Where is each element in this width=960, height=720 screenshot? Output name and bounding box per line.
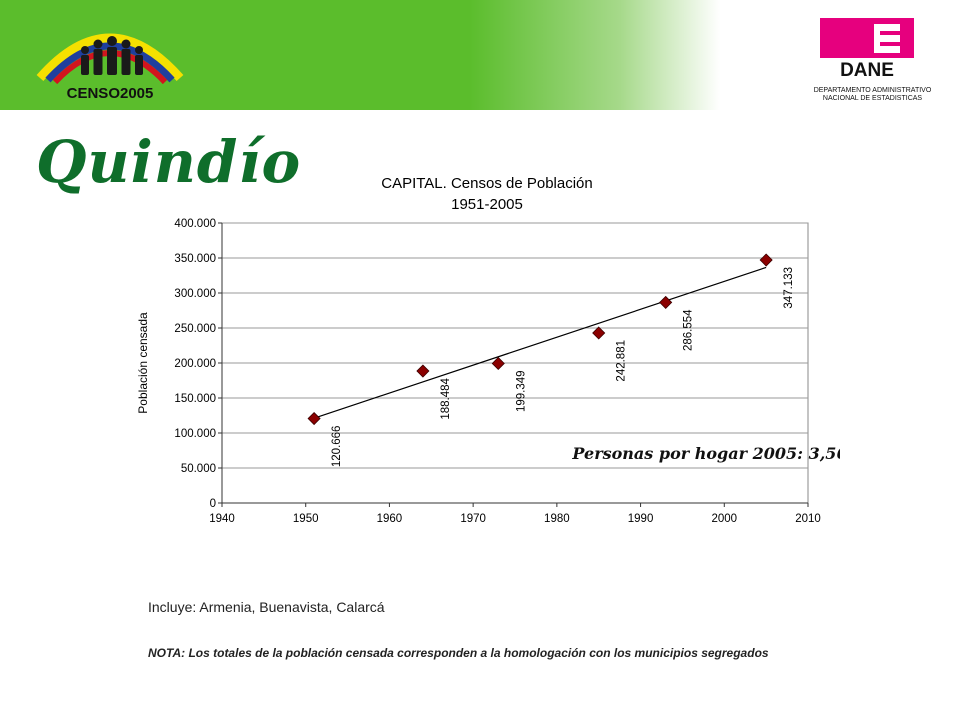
data-label: 242.881: [616, 340, 628, 382]
y-tick-label: 100.000: [174, 428, 216, 440]
x-tick-label: 2000: [711, 513, 737, 525]
population-chart: CAPITAL. Censos de Población 1951-2005 P…: [136, 175, 840, 525]
dane-subtitle-line2: NACIONAL DE ESTADISTICAS: [822, 95, 923, 102]
chart-annotation: Personas por hogar 2005: 3,56: [571, 444, 840, 463]
x-tick-label: 1950: [293, 513, 319, 525]
y-tick-label: 50.000: [181, 463, 216, 475]
y-tick-label: 200.000: [174, 358, 216, 370]
censo-2005-logo: CENSO2005: [36, 33, 184, 102]
dane-logo-mark: DANE: [820, 24, 914, 81]
x-tick-label: 1960: [377, 513, 403, 525]
data-point: [491, 356, 505, 371]
includes-note: Incluye: Armenia, Buenavista, Calarcá: [148, 599, 385, 615]
data-label: 199.349: [515, 370, 527, 412]
x-tick-label: 1940: [209, 513, 235, 525]
dane-logo-text: DANE: [840, 60, 894, 80]
dane-logo: DANE DEPARTAMENTO ADMINISTRATIVO NACIONA…: [800, 18, 945, 118]
data-label: 347.133: [783, 267, 795, 309]
y-tick-label: 350.000: [174, 253, 216, 265]
x-tick-label: 1990: [628, 513, 654, 525]
y-tick-label: 300.000: [174, 288, 216, 300]
page-title: Quindío: [36, 128, 302, 196]
x-tick-label: 1970: [460, 513, 486, 525]
chart-title-line1: CAPITAL. Censos de Población: [381, 175, 593, 192]
data-point: [307, 411, 321, 426]
x-tick-label: 1980: [544, 513, 570, 525]
nota-text: Los totales de la población censada corr…: [185, 646, 769, 660]
dane-subtitle-line1: DEPARTAMENTO ADMINISTRATIVO: [813, 87, 932, 94]
trendline: [313, 266, 767, 419]
y-tick-label: 400.000: [174, 218, 216, 230]
x-tick-label: 2010: [795, 513, 821, 525]
data-label: 120.666: [331, 426, 343, 468]
data-point: [416, 364, 430, 378]
censo-logo-text: CENSO2005: [67, 85, 154, 102]
data-point: [759, 253, 773, 267]
data-point: [659, 295, 673, 309]
dane-subtitle: DEPARTAMENTO ADMINISTRATIVO NACIONAL DE …: [800, 87, 945, 103]
nota-label: NOTA:: [148, 646, 186, 660]
data-point: [592, 326, 606, 340]
chart-title-line2: 1951-2005: [451, 196, 523, 213]
y-tick-label: 0: [210, 498, 216, 510]
y-tick-label: 150.000: [174, 393, 216, 405]
data-label: 188.484: [440, 377, 452, 419]
nota-footnote: NOTA: Los totales de la población censad…: [148, 646, 769, 660]
y-axis-label: Población censada: [136, 312, 150, 414]
dane-logo-box: DANE: [820, 18, 914, 81]
y-tick-label: 250.000: [174, 323, 216, 335]
data-label: 286.554: [683, 309, 695, 351]
